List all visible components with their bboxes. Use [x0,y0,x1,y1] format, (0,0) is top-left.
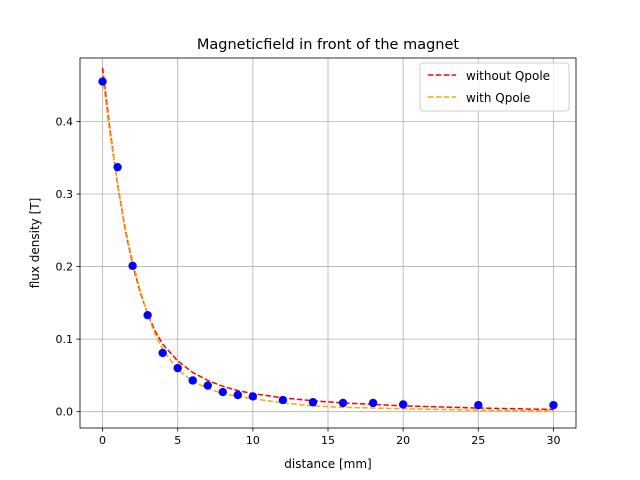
data-point [203,381,212,390]
data-point [368,398,378,408]
x-tick-label: 15 [321,434,335,447]
legend-label-with-qpole: with Qpole [466,91,530,105]
x-tick-label: 30 [546,434,560,447]
y-tick-label: 0.0 [56,406,74,419]
y-tick-label: 0.1 [56,333,74,346]
x-tick-label: 20 [396,434,410,447]
data-point [338,398,348,408]
legend: without Qpole with Qpole [419,62,570,112]
data-point [218,387,227,397]
data-point [248,392,258,401]
data-point [549,400,558,410]
x-tick-label: 5 [174,434,181,447]
legend-label-without-qpole: without Qpole [466,69,550,83]
data-point [173,363,182,373]
data-point [98,77,107,86]
y-tick-label: 0.3 [56,188,74,201]
data-point [474,400,483,410]
legend-box [419,62,570,112]
series-line-with-qpole [101,76,554,412]
series-layer [101,67,554,412]
x-tick-label: 25 [471,434,485,447]
data-point [113,162,122,172]
measured-points [98,77,558,410]
grid-lines [80,58,576,428]
y-tick-label: 0.2 [56,261,74,274]
data-point [143,310,152,320]
chart-title: Magneticfield in front of the magnet [197,37,460,53]
x-tick-label: 0 [99,434,106,447]
data-point [158,348,167,358]
data-point [398,400,408,409]
data-point [278,395,288,405]
series-line-without-qpole [101,67,554,411]
data-point [308,398,318,407]
y-tick-label: 0.4 [56,115,74,128]
data-point [233,390,243,400]
axis-ticks: 0 5 10 15 20 25 30 0.0 0.1 0.2 0.3 0.4 [56,115,561,447]
data-point [128,261,137,271]
x-axis-label: distance [mm] [284,457,371,471]
data-point [188,376,197,385]
y-axis-label: flux density [T] [28,198,42,289]
x-tick-label: 10 [246,434,260,447]
